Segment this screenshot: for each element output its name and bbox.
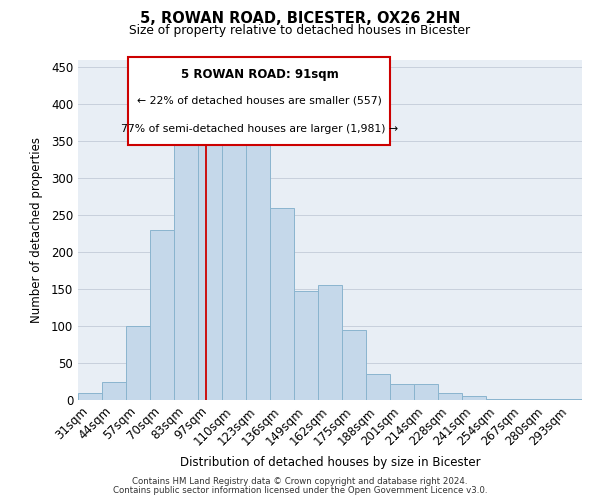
Text: 5 ROWAN ROAD: 91sqm: 5 ROWAN ROAD: 91sqm	[181, 68, 338, 81]
Bar	[126, 326, 150, 400]
Bar	[270, 208, 294, 400]
Bar	[246, 138, 270, 400]
Text: 5, ROWAN ROAD, BICESTER, OX26 2HN: 5, ROWAN ROAD, BICESTER, OX26 2HN	[140, 11, 460, 26]
Bar	[342, 330, 366, 400]
Bar	[510, 398, 534, 400]
Bar	[534, 398, 558, 400]
Bar	[318, 286, 342, 400]
Bar	[102, 382, 126, 400]
Y-axis label: Number of detached properties: Number of detached properties	[29, 137, 43, 323]
Bar	[462, 396, 486, 400]
Bar	[366, 374, 390, 400]
Text: Contains HM Land Registry data © Crown copyright and database right 2024.: Contains HM Land Registry data © Crown c…	[132, 477, 468, 486]
Text: ← 22% of detached houses are smaller (557): ← 22% of detached houses are smaller (55…	[137, 96, 382, 106]
Bar	[486, 398, 510, 400]
Bar	[558, 398, 582, 400]
Text: Size of property relative to detached houses in Bicester: Size of property relative to detached ho…	[130, 24, 470, 37]
Bar	[294, 290, 318, 400]
Bar	[174, 130, 198, 400]
Bar	[150, 230, 174, 400]
X-axis label: Distribution of detached houses by size in Bicester: Distribution of detached houses by size …	[179, 456, 481, 469]
FancyBboxPatch shape	[128, 56, 391, 145]
Bar	[414, 384, 438, 400]
Bar	[78, 392, 102, 400]
Bar	[390, 384, 414, 400]
Bar	[198, 126, 222, 400]
Text: 77% of semi-detached houses are larger (1,981) →: 77% of semi-detached houses are larger (…	[121, 124, 398, 134]
Text: Contains public sector information licensed under the Open Government Licence v3: Contains public sector information licen…	[113, 486, 487, 495]
Bar	[438, 392, 462, 400]
Bar	[222, 123, 246, 400]
